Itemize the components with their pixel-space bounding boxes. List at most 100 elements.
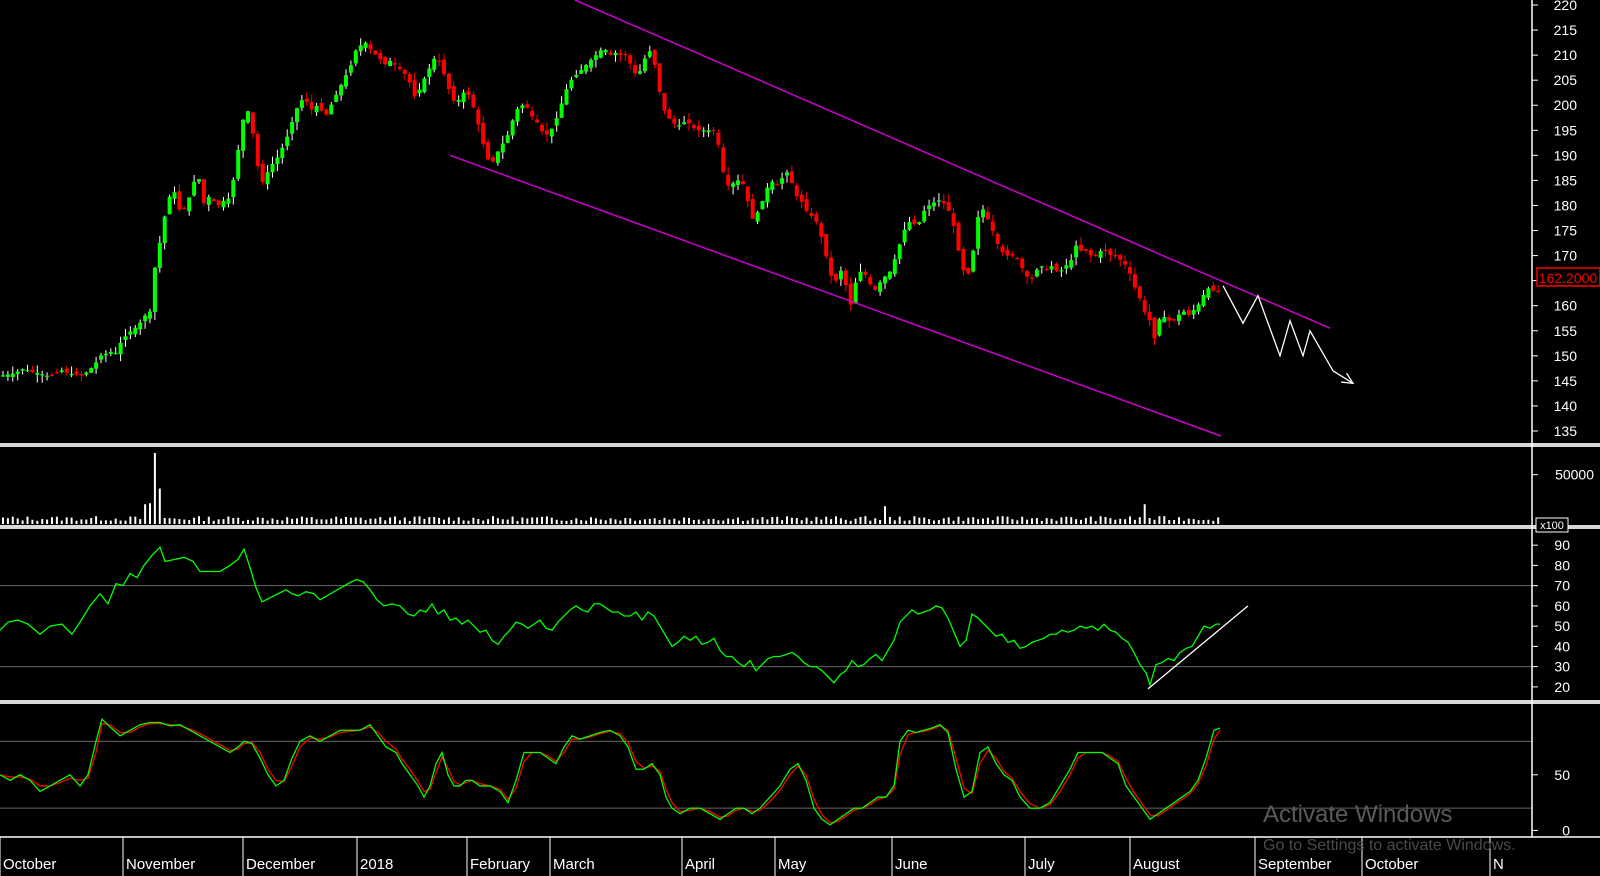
volume-bar (565, 520, 568, 524)
candle (544, 122, 549, 142)
candle (912, 215, 917, 226)
candle (593, 50, 598, 68)
volume-bar (286, 517, 289, 524)
volume-bar (977, 519, 980, 524)
volume-bar (1133, 519, 1136, 524)
candle (525, 100, 530, 109)
volume-bar (1158, 516, 1161, 524)
candle (211, 197, 216, 202)
candle (64, 365, 69, 376)
volume-bar (1045, 518, 1048, 524)
candle (520, 103, 525, 114)
candle (873, 284, 878, 292)
volume-bar (903, 520, 906, 524)
candle (927, 199, 932, 217)
volume-bar (942, 518, 945, 524)
price-panel (1, 0, 1355, 437)
volume-bar (888, 517, 891, 524)
month-label: April (685, 856, 715, 873)
month-label: N (1493, 856, 1504, 873)
volume-bar (398, 520, 401, 524)
volume-bar (849, 520, 852, 524)
candle (907, 216, 912, 231)
candle (221, 197, 226, 211)
rsi-tick-label: 40 (1554, 638, 1570, 654)
volume-bar (751, 517, 754, 524)
volume-bar (1026, 519, 1029, 524)
candle (1088, 247, 1093, 263)
candle (461, 89, 466, 109)
candle (1157, 317, 1162, 337)
candle (299, 94, 304, 112)
candle (887, 271, 892, 280)
volume-bar (668, 519, 671, 524)
price-tick-label: 170 (1554, 248, 1578, 264)
volume-bar (1187, 518, 1190, 524)
candle (902, 222, 907, 246)
volume-bar (702, 520, 705, 524)
candle (500, 135, 505, 159)
volume-bar (60, 520, 63, 524)
volume-bar (722, 520, 725, 524)
volume-bar (447, 517, 450, 524)
candle (1098, 248, 1103, 263)
volume-bar (291, 518, 294, 524)
candle (1118, 253, 1123, 267)
volume-bar (511, 516, 514, 524)
candle (1113, 248, 1118, 259)
volume-bar (16, 518, 19, 524)
volume-bar (1065, 516, 1068, 524)
volume-bar (1217, 517, 1220, 524)
volume-bar (305, 517, 308, 524)
candle (1186, 306, 1191, 317)
candle (623, 50, 628, 62)
candle (1000, 243, 1005, 256)
month-label: October (3, 856, 56, 873)
volume-bar (756, 519, 759, 524)
volume-bar (1104, 517, 1107, 524)
month-label: February (470, 856, 531, 873)
volume-bar (1163, 516, 1166, 524)
volume-bar (109, 520, 112, 524)
candle (407, 72, 412, 88)
candle (1103, 243, 1108, 257)
price-tick-label: 155 (1554, 323, 1578, 339)
volume-bar (648, 518, 651, 524)
volume-bar (717, 520, 720, 524)
volume-bar (506, 519, 509, 524)
channel-upper-line (574, 0, 1331, 329)
candle (633, 60, 638, 77)
candle (20, 368, 25, 375)
volume-bar (173, 518, 176, 524)
volume-bar (501, 519, 504, 524)
candle (295, 107, 299, 131)
candle (231, 177, 236, 205)
candle (814, 211, 819, 225)
candle (1211, 282, 1216, 293)
candle (1079, 237, 1083, 253)
volume-bar (1197, 520, 1200, 524)
rsi-tick-label: 80 (1554, 557, 1570, 573)
candle (358, 38, 363, 56)
volume-bar (129, 516, 132, 524)
candle (422, 76, 427, 94)
volume-bar (663, 517, 666, 524)
volume-bar (884, 506, 886, 524)
volume-bar (1202, 520, 1205, 524)
last-price-label: 162.2000 (1536, 267, 1600, 287)
candle (353, 49, 358, 67)
volume-bar (1055, 520, 1058, 524)
volume-bar (153, 452, 156, 524)
candle (383, 56, 388, 68)
candle (838, 266, 843, 286)
price-tick-label: 135 (1554, 423, 1578, 439)
candle (378, 49, 383, 64)
candle (275, 149, 280, 172)
candle (84, 371, 89, 377)
candle (863, 268, 868, 279)
panel-separator (0, 443, 1600, 447)
price-tick-label: 210 (1554, 47, 1578, 63)
volume-bar (820, 519, 823, 524)
candle (868, 274, 873, 287)
candle (182, 206, 187, 210)
